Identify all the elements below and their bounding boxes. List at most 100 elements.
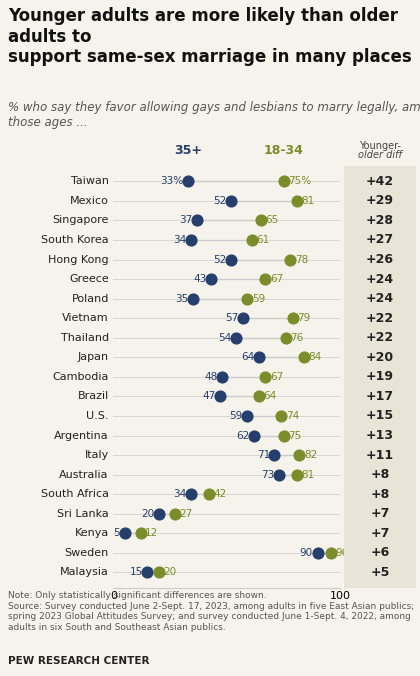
Text: 81: 81 bbox=[302, 196, 315, 206]
Text: +22: +22 bbox=[366, 312, 394, 324]
Point bbox=[137, 528, 144, 539]
Text: Taiwan: Taiwan bbox=[71, 176, 109, 187]
Text: +19: +19 bbox=[366, 370, 394, 383]
Point bbox=[289, 313, 296, 324]
Text: Note: Only statistically significant differences are shown.
Source: Survey condu: Note: Only statistically significant dif… bbox=[8, 592, 415, 631]
Text: 35+: 35+ bbox=[174, 144, 202, 157]
Text: +6: +6 bbox=[370, 546, 390, 560]
Point bbox=[314, 548, 321, 558]
Text: +13: +13 bbox=[366, 429, 394, 442]
Text: +28: +28 bbox=[366, 214, 394, 227]
Text: 54: 54 bbox=[218, 333, 231, 343]
Point bbox=[233, 333, 239, 343]
Text: +5: +5 bbox=[370, 566, 390, 579]
Point bbox=[276, 469, 282, 480]
Text: 59: 59 bbox=[252, 293, 265, 304]
Text: 75%: 75% bbox=[288, 176, 311, 187]
Point bbox=[294, 195, 300, 206]
Text: 18-34: 18-34 bbox=[264, 144, 303, 157]
Text: 62: 62 bbox=[236, 431, 249, 441]
Point bbox=[251, 430, 257, 441]
Text: Argentina: Argentina bbox=[54, 431, 109, 441]
Text: 73: 73 bbox=[261, 470, 274, 480]
Text: Younger adults are more likely than older adults to
support same-sex marriage in: Younger adults are more likely than olde… bbox=[8, 7, 412, 66]
Point bbox=[219, 372, 226, 383]
Text: 59: 59 bbox=[229, 411, 243, 421]
Point bbox=[280, 176, 287, 187]
Text: Italy: Italy bbox=[84, 450, 109, 460]
Text: U.S.: U.S. bbox=[87, 411, 109, 421]
Text: Poland: Poland bbox=[71, 293, 109, 304]
Point bbox=[228, 254, 235, 265]
Point bbox=[248, 235, 255, 245]
Text: +27: +27 bbox=[366, 233, 394, 247]
Point bbox=[189, 293, 196, 304]
Text: Australia: Australia bbox=[59, 470, 109, 480]
Text: South Korea: South Korea bbox=[41, 235, 109, 245]
Point bbox=[194, 215, 201, 226]
Point bbox=[262, 274, 269, 285]
Point bbox=[205, 489, 212, 500]
Text: 42: 42 bbox=[213, 489, 226, 500]
Text: +8: +8 bbox=[370, 487, 390, 501]
Point bbox=[239, 313, 246, 324]
Text: 34: 34 bbox=[173, 235, 186, 245]
Text: Sri Lanka: Sri Lanka bbox=[57, 509, 109, 518]
Text: 79: 79 bbox=[297, 313, 310, 323]
Text: 61: 61 bbox=[256, 235, 270, 245]
Text: 76: 76 bbox=[290, 333, 304, 343]
Text: 84: 84 bbox=[308, 352, 322, 362]
Text: Mexico: Mexico bbox=[70, 196, 109, 206]
Text: % who say they favor allowing gays and lesbians to marry legally, among
those ag: % who say they favor allowing gays and l… bbox=[8, 101, 420, 129]
Point bbox=[121, 528, 128, 539]
Text: 64: 64 bbox=[263, 391, 276, 402]
Text: 20: 20 bbox=[141, 509, 154, 518]
Text: +8: +8 bbox=[370, 468, 390, 481]
Text: South Africa: South Africa bbox=[41, 489, 109, 500]
Point bbox=[244, 293, 251, 304]
Text: +29: +29 bbox=[366, 194, 394, 208]
Text: 15: 15 bbox=[130, 567, 143, 577]
Text: Malaysia: Malaysia bbox=[60, 567, 109, 577]
Point bbox=[328, 548, 334, 558]
Text: 64: 64 bbox=[241, 352, 254, 362]
Text: +15: +15 bbox=[366, 410, 394, 422]
Point bbox=[171, 508, 178, 519]
Point bbox=[257, 215, 264, 226]
Point bbox=[155, 567, 162, 578]
Text: 52: 52 bbox=[213, 196, 227, 206]
Text: 27: 27 bbox=[179, 509, 192, 518]
Text: Vietnam: Vietnam bbox=[62, 313, 109, 323]
Text: 47: 47 bbox=[202, 391, 215, 402]
Text: Japan: Japan bbox=[78, 352, 109, 362]
Text: 75: 75 bbox=[288, 431, 301, 441]
Point bbox=[294, 469, 300, 480]
Text: Younger-: Younger- bbox=[359, 141, 401, 151]
Text: Sweden: Sweden bbox=[65, 548, 109, 558]
Text: 71: 71 bbox=[257, 450, 270, 460]
Text: 34: 34 bbox=[173, 489, 186, 500]
Point bbox=[144, 567, 151, 578]
Text: PEW RESEARCH CENTER: PEW RESEARCH CENTER bbox=[8, 656, 150, 666]
Text: Kenya: Kenya bbox=[75, 529, 109, 538]
Text: 5: 5 bbox=[113, 529, 120, 538]
Text: +24: +24 bbox=[366, 292, 394, 305]
Text: +11: +11 bbox=[366, 449, 394, 462]
Point bbox=[187, 235, 194, 245]
Text: +17: +17 bbox=[366, 390, 394, 403]
Point bbox=[207, 274, 214, 285]
Text: 35: 35 bbox=[175, 293, 188, 304]
Text: 20: 20 bbox=[163, 567, 176, 577]
Text: Thailand: Thailand bbox=[61, 333, 109, 343]
Point bbox=[287, 254, 294, 265]
Text: 33%: 33% bbox=[160, 176, 184, 187]
Text: Brazil: Brazil bbox=[78, 391, 109, 402]
Text: +42: +42 bbox=[366, 175, 394, 188]
Point bbox=[280, 430, 287, 441]
Text: Hong Kong: Hong Kong bbox=[48, 254, 109, 264]
Point bbox=[228, 195, 235, 206]
Point bbox=[262, 372, 269, 383]
Text: 74: 74 bbox=[286, 411, 299, 421]
Point bbox=[271, 450, 278, 460]
Point bbox=[255, 391, 262, 402]
